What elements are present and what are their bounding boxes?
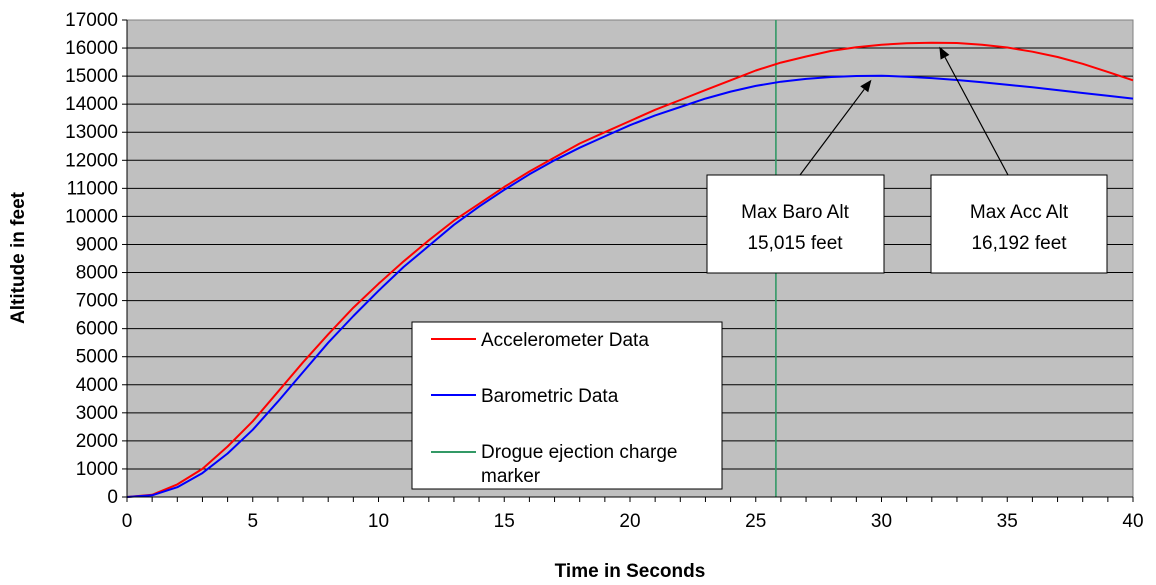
y-tick-labels: 0 1000 2000 3000 4000 5000 6000 7000 8000 9000 100…	[65, 10, 118, 508]
y-tick-label: 3000	[76, 403, 118, 424]
x-tick-label: 30	[871, 511, 892, 532]
annotation-baro-line2: 15,015 feet	[747, 233, 843, 254]
annotation-max-baro: Max Baro Alt 15,015 feet	[706, 79, 885, 274]
series-barometric-line	[126, 74, 1134, 498]
annotation-acc-line2: 16,192 feet	[971, 233, 1067, 254]
x-tick-label: 15	[494, 511, 515, 532]
x-tick-label: 10	[368, 511, 389, 532]
y-tick-label: 17000	[65, 10, 118, 31]
y-axis-title: Altitude in feet	[8, 191, 29, 324]
y-tick-label: 14000	[65, 94, 118, 115]
legend: Accelerometer Data Barometric Data Drogu…	[411, 321, 723, 490]
annotation-acc-line1: Max Acc Alt	[970, 202, 1069, 223]
y-tick-label: 10000	[65, 206, 118, 227]
x-tick-label: 5	[247, 511, 258, 532]
y-tick-label: 0	[107, 487, 118, 508]
y-tick-label: 16000	[65, 38, 118, 59]
y-tick-label: 6000	[76, 319, 118, 340]
y-tick-label: 9000	[76, 234, 118, 255]
y-tick-label: 7000	[76, 291, 118, 312]
annotation-arrow-acc	[944, 56, 1009, 176]
annotation-box-acc	[930, 174, 1108, 274]
x-axis-title: Time in Seconds	[555, 561, 706, 582]
y-tick-label: 11000	[67, 178, 118, 199]
x-tick-label: 20	[619, 511, 640, 532]
series-accelerometer-line	[126, 41, 1134, 498]
y-tick-label: 2000	[76, 431, 118, 452]
y-tick-label: 5000	[76, 347, 118, 368]
gridlines	[127, 47, 1133, 470]
annotation-box-baro	[706, 174, 885, 274]
arrowhead-baro	[860, 79, 872, 93]
x-tick-label: 35	[997, 511, 1018, 532]
legend-label-accelerometer: Accelerometer Data	[481, 330, 649, 351]
axes	[122, 19, 1134, 502]
annotation-baro-line1: Max Baro Alt	[741, 202, 849, 223]
arrowhead-acc	[939, 46, 950, 60]
legend-label-barometric: Barometric Data	[481, 386, 619, 407]
x-tick-label: 40	[1122, 511, 1143, 532]
y-tick-label: 8000	[76, 263, 118, 284]
y-tick-label: 13000	[65, 122, 118, 143]
y-tick-label: 12000	[65, 150, 118, 171]
y-tick-label: 15000	[65, 66, 118, 87]
x-tick-labels: 0 5 10 15 20 25 30 35 40	[122, 511, 1144, 532]
annotation-arrow-baro	[799, 88, 865, 176]
x-tick-label: 25	[745, 511, 766, 532]
y-tick-label: 4000	[76, 375, 118, 396]
y-tick-label: 1000	[76, 459, 118, 480]
x-tick-label: 0	[122, 511, 133, 532]
legend-label-drogue: Drogue ejection charge marker	[481, 442, 677, 487]
legend-box	[411, 321, 723, 490]
annotation-max-acc: Max Acc Alt 16,192 feet	[930, 46, 1108, 274]
